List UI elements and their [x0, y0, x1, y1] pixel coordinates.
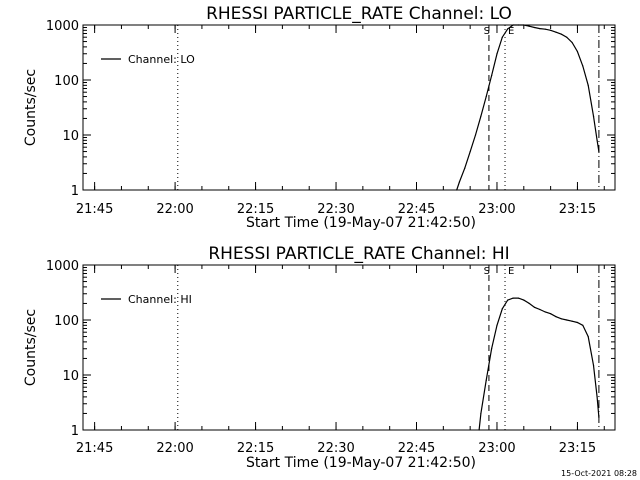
data-point: [550, 29, 552, 31]
data-point: [480, 115, 482, 117]
y-tick-label: 1: [71, 184, 79, 199]
y-tick-label: 10: [62, 369, 79, 384]
data-point: [456, 189, 458, 191]
x-axis-label: Start Time (19-May-07 21:42:50): [246, 215, 476, 231]
data-point: [587, 335, 589, 338]
chart-panel-hi: RHESSI PARTICLE_RATE Channel: HI 21:45 22:…: [23, 244, 616, 471]
series-line: [478, 297, 600, 431]
data-point: [523, 299, 525, 301]
data-point: [474, 134, 477, 136]
event-marker-label: E: [508, 26, 514, 37]
data-point: [533, 26, 536, 29]
data-point: [464, 167, 466, 169]
data-point: [478, 429, 480, 431]
data-point: [512, 24, 514, 26]
y-tick-label: 1000: [46, 259, 79, 274]
data-point: [571, 41, 573, 44]
data-point: [576, 321, 579, 324]
data-point: [501, 36, 503, 38]
data-point: [544, 311, 546, 313]
data-point: [496, 324, 498, 326]
data-point: [496, 53, 498, 55]
x-tick-label: 22:00: [156, 202, 193, 217]
x-tick-label: 22:15: [237, 202, 274, 217]
data-point: [582, 324, 584, 326]
x-tick-label: 21:45: [76, 441, 113, 456]
chart-title: RHESSI PARTICLE_RATE Channel: LO: [206, 4, 512, 24]
data-point: [598, 150, 600, 153]
data-point: [560, 318, 562, 320]
data-point: [596, 139, 598, 141]
data-point: [544, 28, 546, 30]
x-tick-label: 22:00: [156, 441, 193, 456]
plot-frame: [82, 24, 616, 191]
data-point: [507, 299, 509, 301]
x-tick-label: 22:30: [317, 202, 354, 217]
x-tick-label: 22:15: [237, 441, 274, 456]
data-point: [507, 28, 509, 30]
data-point: [566, 36, 568, 38]
data-point: [528, 302, 530, 305]
data-point: [539, 28, 541, 30]
event-marker-label: S: [484, 266, 490, 277]
legend-label: Channel: HI: [128, 293, 192, 306]
chart-panel-lo: RHESSI PARTICLE_RATE Channel: LO 21:45 22:…: [23, 4, 616, 231]
x-axis-label: Start Time (19-May-07 21:42:50): [246, 455, 476, 471]
data-point: [592, 364, 595, 366]
x-tick-label: 21:45: [76, 202, 113, 217]
data-point: [596, 396, 598, 398]
data-point: [523, 24, 525, 26]
series-line: [456, 24, 600, 191]
y-tick-label: 100: [54, 314, 79, 329]
y-axis-label: Counts/sec: [23, 309, 39, 386]
data-point: [571, 320, 573, 322]
y-tick-label: 1000: [46, 19, 79, 34]
data-point: [485, 95, 487, 98]
x-tick-label: 23:15: [559, 441, 596, 456]
x-tick-label: 22:45: [398, 202, 435, 217]
x-tick-label: 23:00: [478, 441, 515, 456]
data-point: [576, 50, 579, 53]
data-point: [491, 75, 493, 77]
x-tick-label: 23:15: [559, 202, 596, 217]
data-point: [598, 416, 600, 418]
data-point: [582, 65, 584, 67]
y-tick-label: 1: [71, 424, 79, 439]
event-marker-label: E: [508, 266, 514, 277]
y-tick-label: 10: [62, 129, 79, 144]
data-point: [458, 181, 461, 183]
x-tick-label: 22:45: [398, 441, 435, 456]
event-marker-label: S: [484, 26, 490, 37]
data-point: [491, 348, 493, 350]
data-point: [560, 33, 562, 35]
y-tick-label: 100: [54, 74, 79, 89]
data-point: [550, 313, 552, 315]
data-point: [528, 25, 530, 27]
legend-label: Channel: LO: [128, 53, 195, 66]
data-point: [555, 31, 557, 33]
data-point: [592, 115, 595, 117]
timestamp: 15-Oct-2021 08:28: [561, 469, 637, 478]
data-point: [533, 306, 536, 308]
data-point: [480, 412, 482, 415]
data-point: [566, 319, 568, 321]
plot-frame: [82, 264, 616, 431]
y-axis-label: Counts/sec: [23, 69, 39, 146]
data-point: [501, 308, 503, 310]
data-point: [512, 297, 514, 299]
x-tick-label: 22:30: [317, 441, 354, 456]
data-point: [587, 84, 589, 86]
data-point: [517, 24, 520, 26]
data-point: [517, 297, 520, 299]
data-point: [555, 316, 557, 318]
data-point: [485, 379, 487, 381]
x-tick-label: 23:00: [478, 202, 515, 217]
chart-title: RHESSI PARTICLE_RATE Channel: HI: [208, 244, 509, 264]
data-point: [539, 308, 541, 311]
data-point: [469, 150, 471, 153]
